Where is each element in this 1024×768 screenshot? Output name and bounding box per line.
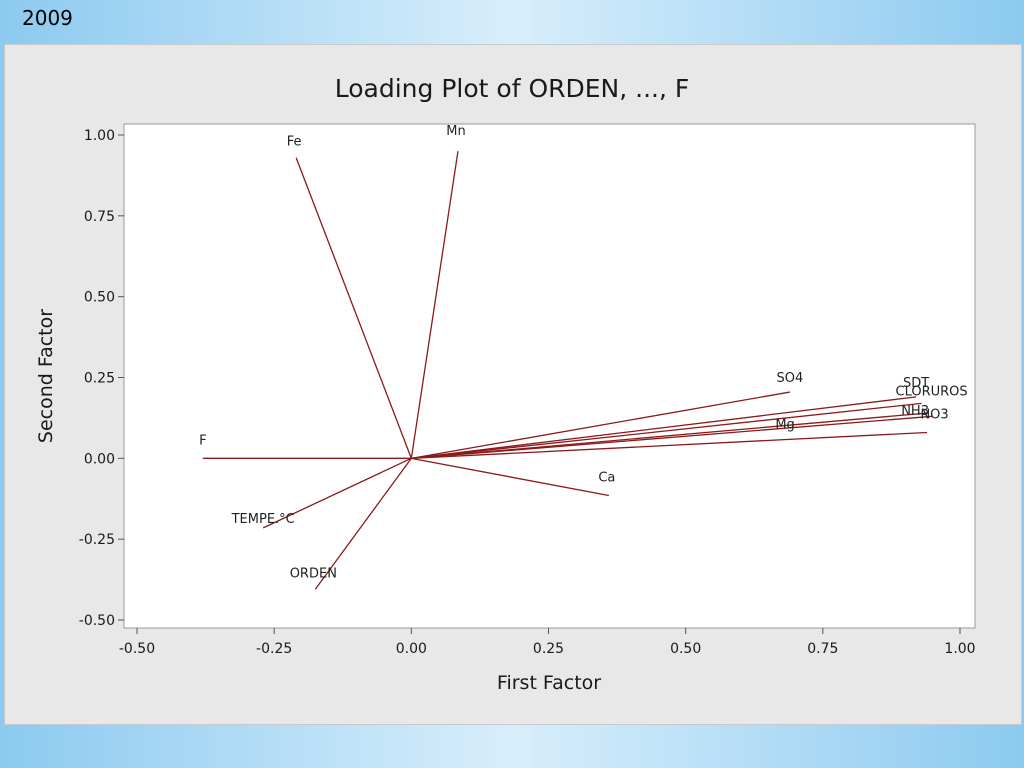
x-tick-label: 0.50 <box>670 641 701 657</box>
y-tick-label: 0.25 <box>84 371 115 387</box>
y-tick-label: -0.25 <box>79 532 115 548</box>
x-tick-label: -0.25 <box>256 641 292 657</box>
vector-ca <box>411 457 609 497</box>
y-tick-label: 1.00 <box>84 128 115 144</box>
axis-ticks: -0.50 -0.25 0.00 0.25 0.50 0.75 1.00 -0.50 -0.25… <box>79 128 976 657</box>
y-tick-label: 0.00 <box>84 451 115 467</box>
plot-area <box>123 123 976 629</box>
vector-sdt <box>411 396 917 459</box>
vector-orden <box>314 457 412 590</box>
vector-label-no3: NO3 <box>920 407 948 422</box>
x-tick-label: 0.75 <box>807 641 838 657</box>
vector-no3 <box>411 415 933 459</box>
vector-label-so4: SO4 <box>777 371 804 386</box>
vector-mn <box>410 151 459 459</box>
x-axis-title: First Factor <box>497 672 601 694</box>
vector-label-ca: Ca <box>598 471 615 486</box>
y-tick-label: 0.50 <box>84 290 115 306</box>
y-tick-label: 0.75 <box>84 209 115 225</box>
x-tick-label: 0.00 <box>396 641 427 657</box>
x-tick-label: 0.25 <box>533 641 564 657</box>
vector-label-sdt: SDT <box>903 376 929 391</box>
vector-label-mn: Mn <box>446 124 465 139</box>
vector-label-cloruros: CLORUROS <box>896 384 968 399</box>
vector-label-tempe-c: TEMPE.°C <box>231 512 295 527</box>
vector-tempe-c <box>262 457 412 529</box>
vector-label-mg: Mg <box>775 417 794 432</box>
vector-label-fe: Fe <box>287 135 302 150</box>
loading-vectors <box>202 151 933 590</box>
vector-so4 <box>411 391 791 459</box>
vector-label-orden: ORDEN <box>290 566 337 581</box>
y-axis-title: Second Factor <box>35 309 57 443</box>
x-tick-label: 1.00 <box>944 641 975 657</box>
vector-mg <box>411 431 928 459</box>
slide-year-label: 2009 <box>22 6 73 30</box>
vector-fe <box>295 157 412 459</box>
vector-label-f: F <box>199 433 206 448</box>
vector-label-nh3: NH3 <box>901 404 929 419</box>
chart-title: Loading Plot of ORDEN, ..., F <box>335 74 690 103</box>
vector-cloruros <box>411 402 922 459</box>
x-tick-label: -0.50 <box>119 641 155 657</box>
y-tick-label: -0.50 <box>79 613 115 629</box>
